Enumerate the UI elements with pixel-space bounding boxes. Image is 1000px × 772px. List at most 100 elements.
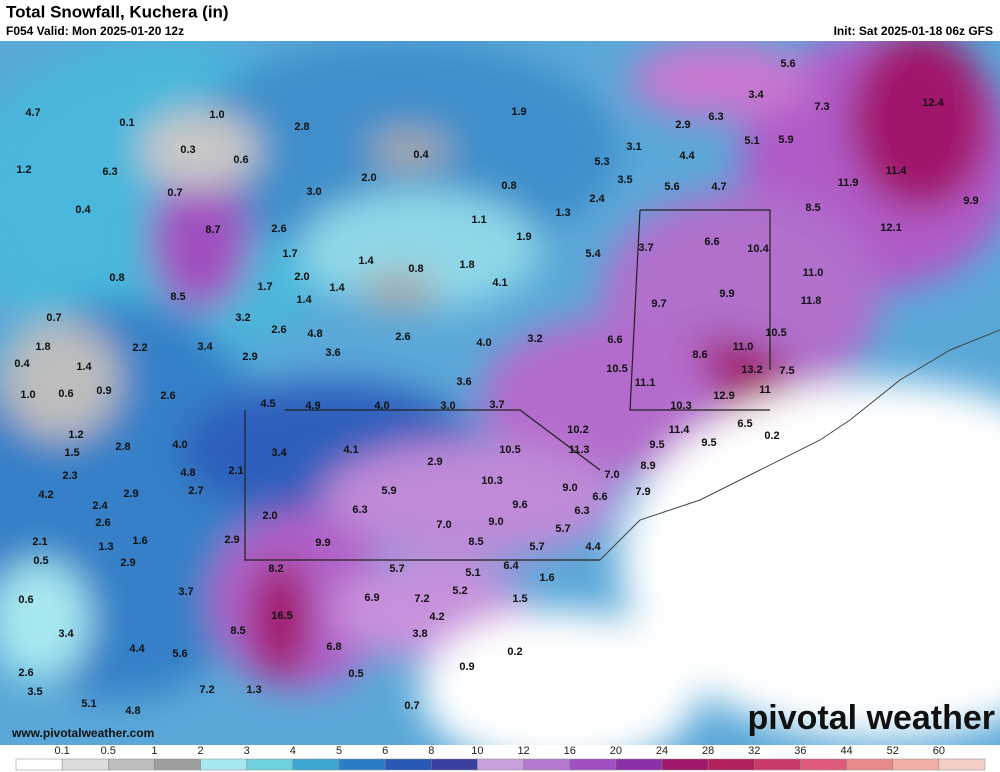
snow-total-label: 3.6 xyxy=(456,376,471,388)
snow-total-label: 10.5 xyxy=(499,444,520,456)
legend-swatch xyxy=(846,758,893,771)
legend-swatch xyxy=(569,758,617,771)
snow-total-label: 1.9 xyxy=(516,231,531,243)
snow-total-label: 7.5 xyxy=(779,365,794,377)
legend-swatch xyxy=(154,758,201,771)
snow-total-label: 1.1 xyxy=(471,214,486,226)
legend-label: 24 xyxy=(656,745,668,757)
snow-total-label: 5.7 xyxy=(529,541,544,553)
snow-total-label: 2.9 xyxy=(120,557,135,569)
snow-total-label: 2.6 xyxy=(271,223,286,235)
snow-total-label: 0.8 xyxy=(408,263,423,275)
snow-total-label: 4.7 xyxy=(711,181,726,193)
legend-label: 52 xyxy=(887,745,899,757)
snow-total-label: 4.1 xyxy=(343,444,358,456)
snow-total-label: 0.9 xyxy=(96,385,111,397)
snow-total-label: 10.3 xyxy=(670,400,691,412)
snow-total-label: 0.7 xyxy=(46,312,61,324)
snow-total-label: 11.1 xyxy=(635,377,656,389)
snow-total-label: 0.8 xyxy=(109,272,124,284)
legend-label: 6 xyxy=(382,745,388,757)
legend-swatch xyxy=(938,758,986,771)
snow-total-label: 4.5 xyxy=(260,398,275,410)
snow-total-label: 6.4 xyxy=(503,560,519,572)
legend-label: 36 xyxy=(794,745,806,757)
legend-label: 3 xyxy=(244,745,250,757)
snow-total-label: 5.1 xyxy=(81,698,96,710)
snow-total-label: 1.8 xyxy=(35,341,50,353)
snow-total-label: 11 xyxy=(759,384,771,396)
snow-total-label: 7.3 xyxy=(814,101,829,113)
legend-swatch xyxy=(246,758,294,771)
snow-total-label: 6.3 xyxy=(102,166,117,178)
snow-total-label: 2.8 xyxy=(115,441,130,453)
snow-total-label: 1.2 xyxy=(68,429,83,441)
legend-swatch xyxy=(661,758,709,771)
snow-total-label: 10.2 xyxy=(567,424,588,436)
legend-label: 0.1 xyxy=(54,745,69,757)
snow-total-label: 4.0 xyxy=(172,439,187,451)
snow-total-label: 2.6 xyxy=(160,390,175,402)
watermark: pivotal weather xyxy=(747,699,995,737)
snow-total-label: 3.7 xyxy=(638,242,653,254)
snow-total-label: 9.0 xyxy=(488,516,503,528)
legend-swatch xyxy=(431,758,478,771)
snow-total-label: 5.7 xyxy=(555,523,570,535)
snow-total-label: 0.3 xyxy=(180,144,195,156)
snow-total-label: 9.7 xyxy=(651,298,666,310)
snow-total-label: 8.5 xyxy=(230,625,245,637)
snow-total-label: 11.0 xyxy=(803,267,824,279)
snow-total-label: 12.4 xyxy=(922,97,944,109)
snow-total-label: 4.8 xyxy=(307,328,322,340)
snow-total-label: 8.2 xyxy=(268,563,283,575)
snow-total-label: 1.4 xyxy=(76,361,92,373)
snow-total-label: 4.4 xyxy=(585,541,601,553)
snow-total-label: 11.9 xyxy=(838,177,859,189)
snow-total-label: 4.7 xyxy=(25,107,40,119)
snow-total-label: 5.9 xyxy=(778,134,793,146)
valid-time: F054 Valid: Mon 2025-01-20 12z xyxy=(6,24,184,38)
snow-total-label: 1.7 xyxy=(257,281,272,293)
title: Total Snowfall, Kuchera (in) xyxy=(6,2,229,21)
snow-total-label: 3.0 xyxy=(306,186,321,198)
snow-total-label: 2.0 xyxy=(294,271,309,283)
snow-total-label: 6.6 xyxy=(704,236,719,248)
snow-total-label: 4.0 xyxy=(374,400,389,412)
snow-total-label: 4.8 xyxy=(125,705,140,717)
snow-total-label: 1.4 xyxy=(358,255,374,267)
snow-total-label: 0.4 xyxy=(75,204,91,216)
snow-total-label: 2.0 xyxy=(262,510,277,522)
snow-total-label: 0.2 xyxy=(507,646,522,658)
snow-total-label: 8.7 xyxy=(205,224,220,236)
snow-total-label: 3.0 xyxy=(440,400,455,412)
snow-total-label: 10.3 xyxy=(481,475,502,487)
snow-total-label: 7.0 xyxy=(604,469,619,481)
snow-total-label: 1.6 xyxy=(132,535,147,547)
snow-total-label: 3.1 xyxy=(626,141,641,153)
snow-total-label: 3.4 xyxy=(748,89,764,101)
snow-total-label: 8.6 xyxy=(692,349,707,361)
snow-total-label: 8.9 xyxy=(640,460,655,472)
snow-total-label: 1.3 xyxy=(555,207,570,219)
legend-swatch xyxy=(108,758,155,771)
snow-total-label: 3.2 xyxy=(527,333,542,345)
website: www.pivotalweather.com xyxy=(11,726,154,740)
legend-swatch xyxy=(523,758,570,771)
legend-label: 0.5 xyxy=(101,745,116,757)
snow-total-label: 12.1 xyxy=(880,222,901,234)
snow-total-label: 5.4 xyxy=(585,248,601,260)
snow-total-label: 3.4 xyxy=(197,341,213,353)
legend-label: 28 xyxy=(702,745,714,757)
snow-total-label: 0.6 xyxy=(58,388,73,400)
legend-label: 8 xyxy=(428,745,434,757)
snow-total-label: 3.5 xyxy=(27,686,42,698)
snow-total-label: 0.4 xyxy=(413,149,429,161)
snow-total-label: 7.2 xyxy=(414,593,429,605)
legend-label: 4 xyxy=(290,745,296,757)
snow-total-label: 1.3 xyxy=(98,541,113,553)
snow-total-label: 1.5 xyxy=(64,447,79,459)
snow-total-label: 2.9 xyxy=(224,534,239,546)
snow-total-label: 0.7 xyxy=(404,700,419,712)
